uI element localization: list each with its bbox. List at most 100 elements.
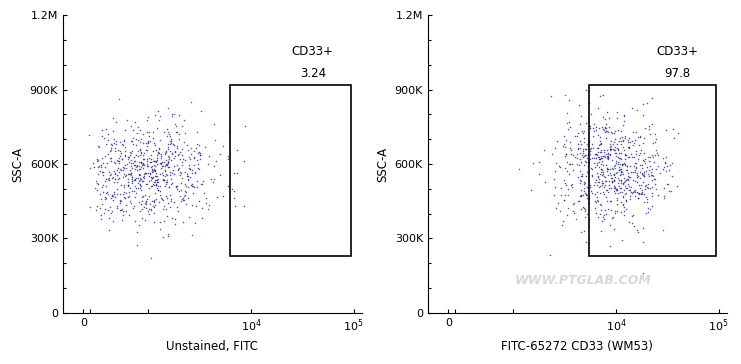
Point bbox=[122, 182, 134, 188]
Point bbox=[580, 240, 592, 245]
Point bbox=[186, 181, 198, 186]
Point bbox=[165, 136, 176, 142]
Point bbox=[612, 190, 624, 196]
Point bbox=[622, 173, 634, 179]
Point bbox=[545, 93, 557, 99]
Point bbox=[170, 123, 182, 129]
Point bbox=[574, 157, 586, 162]
Point bbox=[634, 175, 646, 181]
Point bbox=[592, 179, 604, 185]
Point bbox=[608, 147, 620, 153]
Point bbox=[120, 165, 132, 171]
Point bbox=[581, 184, 593, 190]
Point bbox=[158, 177, 170, 183]
Point bbox=[151, 157, 163, 162]
Point bbox=[582, 153, 594, 158]
Point bbox=[615, 156, 627, 162]
Point bbox=[617, 175, 629, 181]
Point bbox=[637, 179, 649, 185]
Point bbox=[125, 160, 137, 166]
Point bbox=[109, 145, 121, 151]
Point bbox=[623, 135, 635, 141]
Point bbox=[191, 129, 203, 135]
Point bbox=[154, 171, 166, 177]
Point bbox=[579, 158, 591, 164]
Point bbox=[585, 188, 597, 194]
Point bbox=[173, 112, 185, 118]
Point bbox=[647, 172, 659, 178]
Point bbox=[96, 155, 108, 161]
Point bbox=[614, 135, 626, 141]
Point bbox=[101, 142, 113, 147]
Point bbox=[135, 183, 147, 189]
Point bbox=[153, 183, 165, 189]
Point bbox=[645, 169, 657, 175]
Point bbox=[100, 126, 112, 132]
Point bbox=[130, 175, 142, 181]
Point bbox=[579, 146, 591, 151]
Point bbox=[659, 168, 671, 174]
Point bbox=[154, 137, 166, 143]
Point bbox=[138, 162, 150, 168]
Point bbox=[626, 154, 638, 160]
Point bbox=[594, 134, 606, 140]
Point bbox=[115, 150, 127, 155]
Point bbox=[630, 167, 642, 173]
Point bbox=[614, 167, 626, 173]
Point bbox=[591, 145, 603, 151]
Point bbox=[619, 162, 631, 167]
Point bbox=[650, 186, 662, 192]
Point bbox=[175, 170, 187, 176]
Point bbox=[647, 140, 659, 146]
Point bbox=[111, 179, 123, 185]
Point bbox=[129, 177, 141, 183]
Point bbox=[617, 113, 629, 119]
Point bbox=[140, 147, 152, 153]
Point bbox=[140, 199, 152, 205]
Point bbox=[610, 150, 622, 156]
Point bbox=[154, 183, 166, 189]
Point bbox=[648, 154, 659, 160]
Point bbox=[135, 201, 147, 207]
Point bbox=[114, 191, 126, 197]
Point bbox=[629, 169, 641, 174]
Point bbox=[631, 107, 643, 113]
Point bbox=[96, 133, 107, 139]
Point bbox=[95, 196, 107, 202]
Point bbox=[615, 178, 627, 184]
Point bbox=[609, 150, 621, 156]
Point bbox=[632, 229, 644, 235]
Point bbox=[135, 159, 147, 165]
Point bbox=[645, 172, 657, 178]
Point bbox=[586, 166, 598, 172]
Point bbox=[188, 170, 200, 175]
Point bbox=[587, 126, 599, 131]
Point bbox=[154, 188, 166, 194]
Point bbox=[110, 158, 122, 163]
Point bbox=[102, 191, 114, 197]
Point bbox=[600, 121, 612, 127]
Point bbox=[160, 149, 172, 155]
Point bbox=[634, 153, 645, 158]
Point bbox=[136, 162, 148, 168]
Point bbox=[91, 156, 103, 162]
Point bbox=[179, 181, 191, 187]
Point bbox=[130, 163, 142, 169]
Point bbox=[165, 181, 177, 187]
Point bbox=[619, 191, 631, 197]
Point bbox=[605, 147, 617, 153]
Point bbox=[135, 182, 147, 188]
Point bbox=[92, 157, 104, 162]
Point bbox=[608, 162, 620, 168]
Point bbox=[594, 185, 605, 190]
Point bbox=[137, 160, 149, 166]
Point bbox=[154, 219, 166, 225]
Point bbox=[100, 183, 112, 189]
Point bbox=[107, 197, 119, 203]
Point bbox=[639, 126, 651, 131]
Point bbox=[121, 172, 133, 178]
Point bbox=[133, 222, 145, 228]
Point bbox=[633, 191, 645, 197]
Point bbox=[222, 183, 233, 189]
Point bbox=[637, 187, 648, 193]
